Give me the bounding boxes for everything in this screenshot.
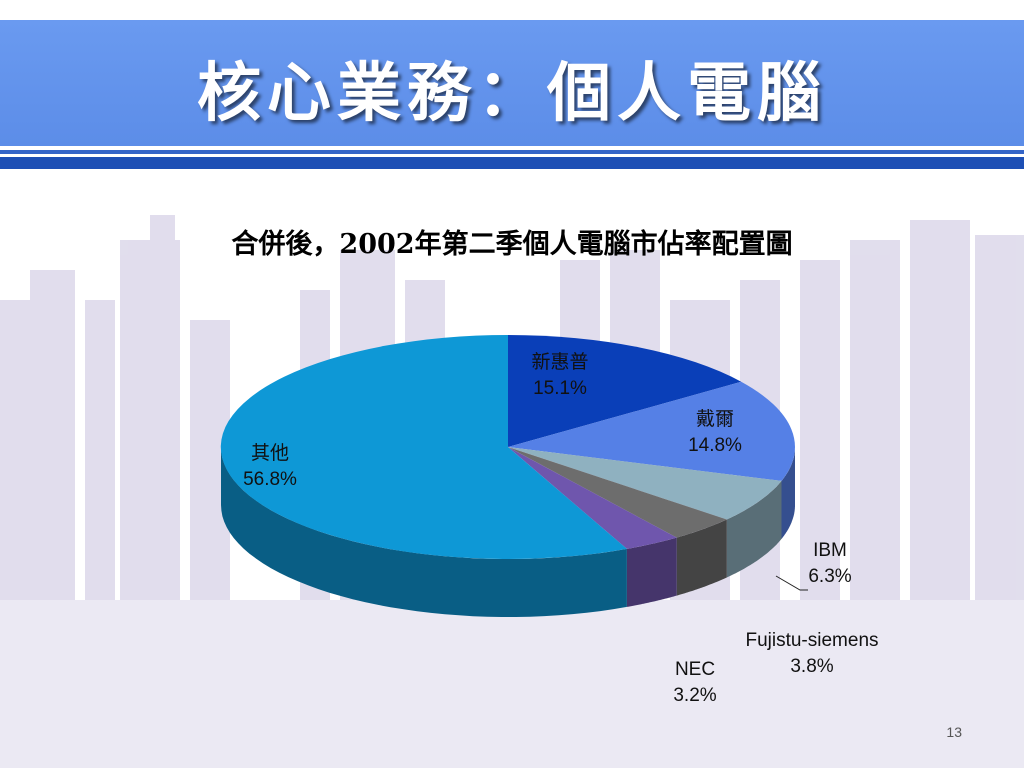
pie-label-name: IBM	[813, 540, 847, 561]
pie-label-value: 15.1%	[533, 378, 587, 399]
pie-label-4: NEC 3.2%	[640, 657, 750, 709]
pie-side-3	[676, 519, 727, 596]
chart-title: 合併後，2002年第二季個人電腦市佔率配置圖	[231, 229, 793, 260]
pie-label-3: Fujistu-siemens 3.8%	[722, 628, 902, 680]
pie-label-value: 3.2%	[673, 685, 717, 706]
pie-slice-0	[508, 335, 742, 447]
pie-label-0: 新惠普 15.1%	[500, 350, 620, 402]
pie-side-2	[726, 480, 782, 578]
pie-label-value: 3.8%	[790, 656, 834, 677]
pie-label-name: 戴爾	[695, 409, 734, 430]
pie-side-5	[221, 447, 627, 617]
pie-label-name: Fujistu-siemens	[745, 630, 879, 651]
slide-title: 核心業務：個人電腦	[197, 56, 827, 131]
pie-label-value: 56.8%	[243, 469, 297, 490]
pie-label-name: 其他	[250, 443, 289, 464]
pie-label-value: 6.3%	[808, 566, 852, 587]
title-bar	[0, 20, 1024, 146]
pie-label-1: 戴爾 14.8%	[655, 407, 775, 459]
title-divider-thin	[0, 150, 1024, 154]
pie-slice-2	[508, 447, 782, 520]
pie-label-5: 其他 56.8%	[210, 441, 330, 493]
page-number: 13	[946, 724, 962, 740]
pie-slice-1	[508, 381, 795, 481]
ibm-leader-line	[775, 575, 808, 591]
pie-label-name: 新惠普	[531, 352, 589, 373]
pie-side-4	[626, 537, 677, 607]
pie-label-name: NEC	[674, 659, 716, 680]
pie-slice-3	[508, 447, 727, 538]
pie-label-value: 14.8%	[688, 435, 742, 456]
pie-label-2: IBM 6.3%	[770, 538, 890, 590]
pie-slice-5	[220, 334, 627, 559]
title-divider-thick	[0, 157, 1024, 169]
pie-slice-4	[508, 447, 677, 549]
pie-side-1	[781, 447, 795, 539]
